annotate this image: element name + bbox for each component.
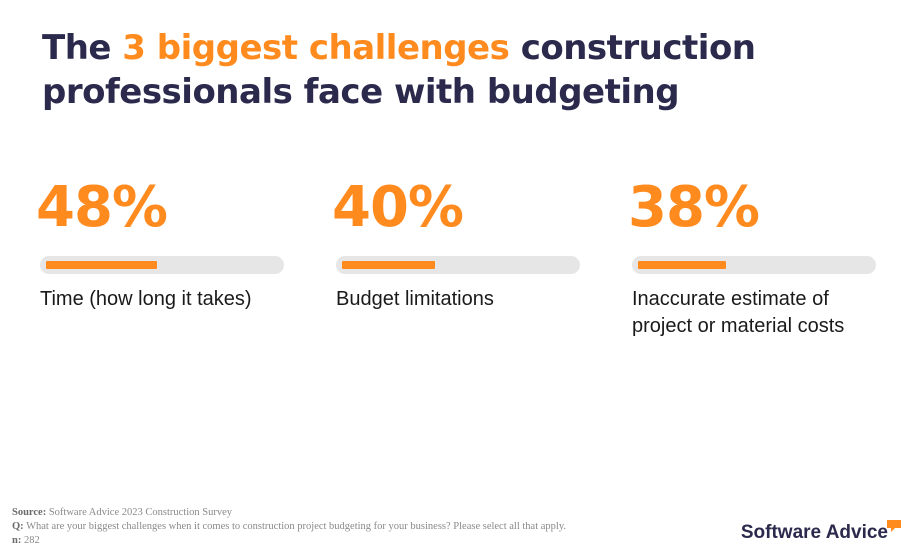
source-line: Source: Software Advice 2023 Constructio… [12, 506, 652, 520]
question-text: What are your biggest challenges when it… [23, 521, 567, 532]
speech-bubble-icon [887, 520, 901, 532]
bar-fill [342, 261, 435, 269]
bar-fill [46, 261, 158, 269]
stat-value: 40% [332, 175, 464, 240]
n-text: 282 [21, 535, 40, 546]
stat-item-estimate: 38% Inaccurate estimate of project or ma… [628, 170, 882, 340]
question-label: Q: [12, 521, 24, 532]
title-pre: The [42, 28, 123, 68]
footnote: Source: Software Advice 2023 Constructio… [12, 506, 652, 548]
title-post: construction professionals face with bud… [42, 28, 756, 112]
stat-label: Budget limitations [336, 288, 494, 310]
stat-item-time: 48% Time (how long it takes) [36, 170, 290, 313]
stat-value: 38% [628, 175, 760, 240]
page-title: The 3 biggest challenges construction pr… [42, 26, 882, 114]
bar-track [336, 256, 580, 274]
sample-size-line: n: 282 [12, 534, 652, 548]
bar-track [40, 256, 284, 274]
title-accent: 3 biggest challenges [122, 28, 510, 68]
stat-label: Time (how long it takes) [40, 288, 252, 310]
brand-logo: Software Advice [740, 520, 901, 544]
stat-label: Inaccurate estimate of project or materi… [632, 288, 845, 337]
n-label: n: [12, 535, 22, 546]
question-line: Q: What are your biggest challenges when… [12, 520, 652, 534]
brand-name: Software Advice [740, 522, 888, 543]
bar-fill [638, 261, 727, 269]
source-label: Source: [12, 507, 47, 518]
source-text: Software Advice 2023 Construction Survey [46, 507, 232, 518]
stat-value: 48% [36, 175, 168, 240]
stat-item-budget: 40% Budget limitations [332, 170, 586, 313]
bar-track [632, 256, 876, 274]
